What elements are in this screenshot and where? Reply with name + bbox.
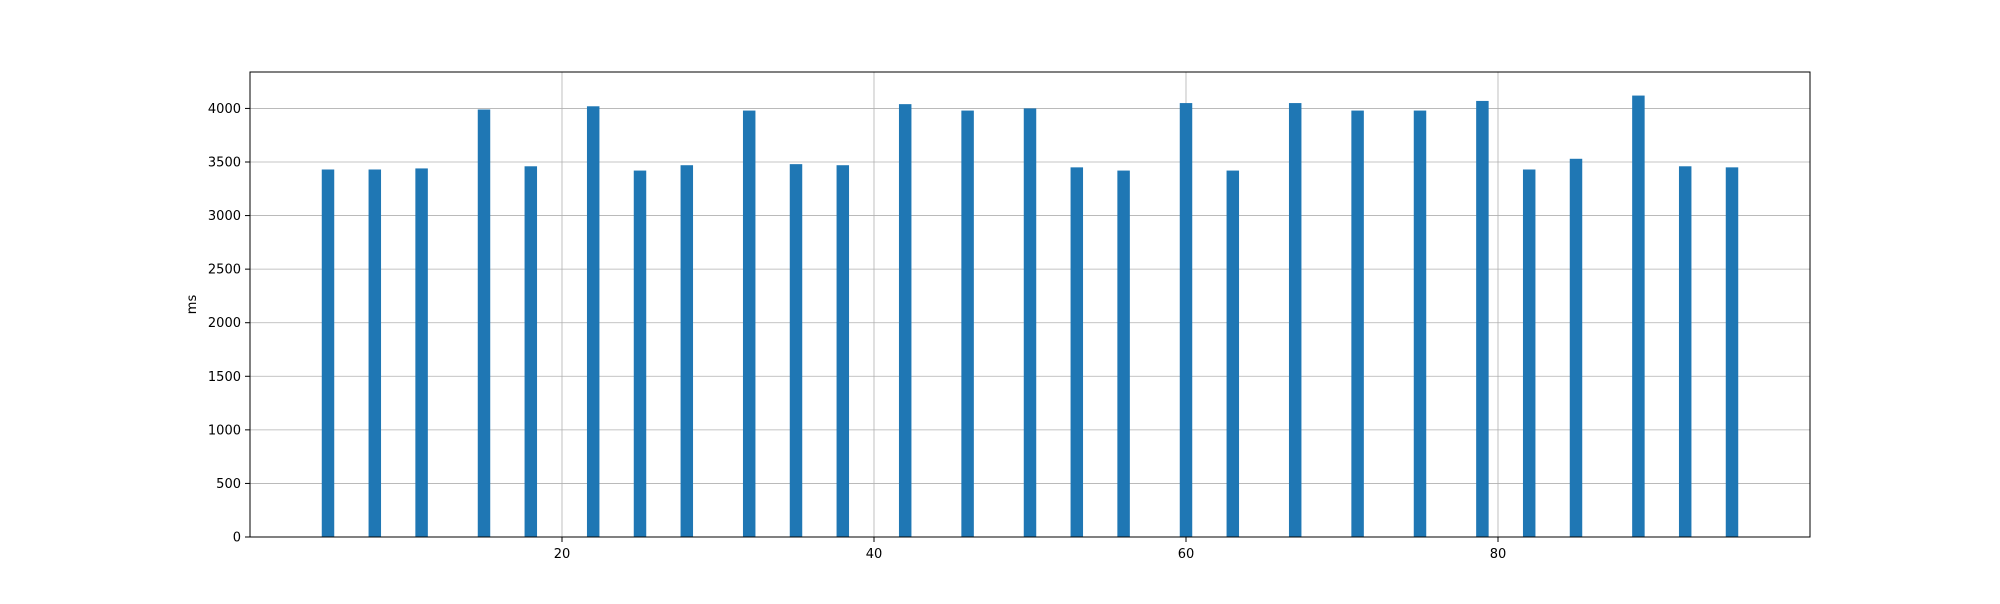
- bar: [1678, 166, 1692, 538]
- bar: [1725, 167, 1739, 537]
- x-tick-label: 80: [1490, 547, 1507, 562]
- bar: [368, 169, 382, 537]
- y-tick-label: 3500: [208, 156, 241, 171]
- bar: [1179, 103, 1193, 538]
- bar: [898, 104, 912, 538]
- bar: [1226, 170, 1240, 538]
- y-tick-label: 2500: [208, 263, 241, 278]
- bar: [789, 164, 803, 537]
- bar: [1351, 110, 1364, 538]
- y-tick-label: 4000: [208, 102, 241, 117]
- bar: [961, 110, 974, 538]
- y-tick-label: 3000: [208, 209, 241, 224]
- x-tick-label: 40: [866, 547, 883, 562]
- ticks: 0 500 1000 1500 2000 2500 3000 3500 4000 20 40 60 80: [208, 102, 1506, 562]
- bar: [477, 109, 491, 537]
- bar: [1288, 103, 1302, 538]
- bar: [742, 110, 756, 538]
- bar: [1522, 169, 1536, 537]
- bar: [1117, 170, 1130, 538]
- bar: [524, 166, 538, 538]
- bar: [1413, 110, 1427, 538]
- bar: [586, 106, 600, 538]
- x-tick-label: 60: [1178, 547, 1195, 562]
- y-tick-label: 1500: [208, 370, 241, 385]
- x-tick-label: 20: [554, 547, 571, 562]
- bar: [1023, 108, 1037, 537]
- y-axis-label: ms: [185, 295, 200, 315]
- bar: [321, 169, 335, 537]
- bar: [1632, 95, 1645, 538]
- y-tick-label: 500: [216, 477, 241, 492]
- bar: [1070, 167, 1084, 537]
- y-tick-label: 2000: [208, 316, 241, 331]
- bar: [415, 168, 428, 537]
- y-tick-label: 0: [233, 531, 241, 546]
- bar: [1476, 100, 1489, 537]
- bars: [321, 95, 1739, 538]
- y-tick-label: 1000: [208, 423, 241, 438]
- bar: [836, 165, 850, 537]
- bar: [680, 165, 694, 537]
- bar: [1569, 158, 1583, 538]
- bar: [633, 170, 647, 538]
- plot-frame: [249, 71, 1811, 538]
